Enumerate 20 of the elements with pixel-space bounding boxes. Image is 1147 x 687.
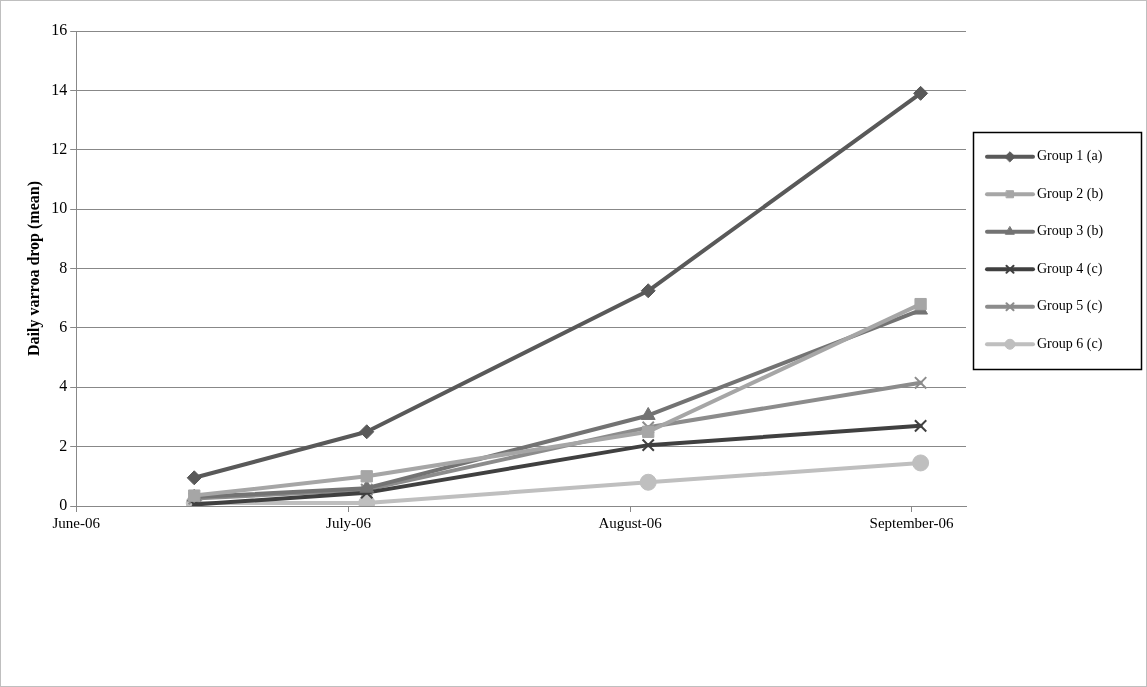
y-tick-label: 10 [51, 199, 68, 217]
y-tick-label: 4 [59, 377, 68, 395]
legend-label: Group 4 (c) [1037, 260, 1103, 277]
legend-label: Group 1 (a) [1037, 148, 1103, 165]
x-tick-label: August-06 [598, 514, 663, 531]
y-tick-label: 6 [59, 318, 68, 336]
y-tick-label: 2 [59, 436, 68, 454]
y-tick-label: 8 [59, 258, 68, 276]
y-tick-label: 0 [59, 496, 68, 514]
legend-label: Group 6 (c) [1037, 335, 1103, 352]
y-axis-title: Daily varroa drop (mean) [24, 181, 43, 356]
y-tick-label: 12 [51, 139, 68, 157]
x-tick-label: July-06 [326, 514, 372, 531]
legend-label: Group 5 (c) [1037, 298, 1103, 315]
x-tick-label: June-06 [52, 514, 101, 531]
y-tick-label: 16 [51, 21, 68, 39]
legend-label: Group 3 (b) [1037, 223, 1104, 240]
y-tick-label: 14 [51, 80, 68, 98]
legend-label: Group 2 (b) [1037, 185, 1104, 202]
x-tick-label: September-06 [869, 514, 954, 531]
